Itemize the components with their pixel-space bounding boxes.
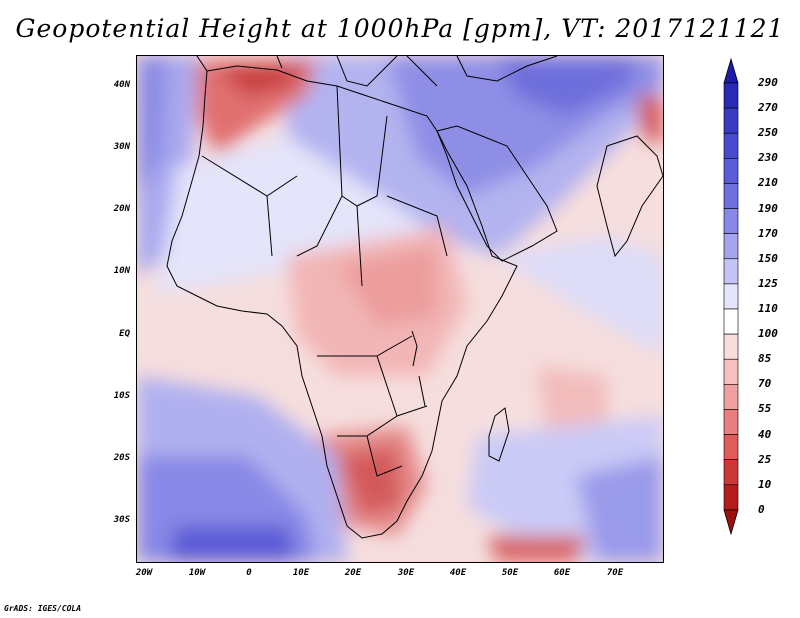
colorbar-swatch [723,208,739,234]
colorbar-label: 10 [758,477,772,491]
colorbar-label: 110 [758,302,778,315]
colorbar-swatch [723,308,739,335]
lon-label-50e: 50E [501,568,519,578]
lon-label-70e: 70E [606,568,624,578]
colorbar-swatch [723,158,739,184]
colorbar-swatch [723,233,739,260]
colorbar-swatch [723,409,739,435]
colorbar-label: 290 [758,76,778,89]
lon-label-30e: 30E [397,568,415,578]
colorbar-label: 85 [758,352,772,366]
colorbar-swatch [723,384,739,410]
lat-label-30n: 30N [113,142,130,152]
lat-label-20n: 20N [113,204,130,214]
colorbar-swatch [723,333,739,360]
colorbar-swatch [723,358,739,385]
coastline [166,56,663,539]
colorbar-swatch [723,258,739,285]
lon-label-60e: 60E [553,568,571,578]
colorbar-label: 270 [758,101,778,115]
lon-label-40e: 40E [449,568,467,578]
colorbar-swatch [723,107,739,134]
lon-label-0: 0 [246,568,252,578]
colorbar-label: 0 [758,502,765,516]
colorbar-label: 250 [758,126,778,140]
lon-label-10w: 10W [188,568,206,578]
colorbar-label: 190 [758,201,778,215]
colorbar-label: 70 [758,377,772,391]
colorbar-swatch [723,183,739,209]
colorbar-label: 100 [758,327,778,341]
colorbar-label: 210 [758,176,778,190]
colorbar-swatch [723,283,739,310]
lat-label-10s: 10S [113,391,130,401]
lat-label-20s: 20S [113,453,130,463]
lat-label-40n: 40N [113,80,130,90]
colorbar-label: 230 [758,151,778,165]
lat-label-10n: 10N [113,266,130,276]
map-panel [136,55,664,563]
colorbar-swatch [723,132,739,159]
colorbar-label: 125 [758,276,778,290]
colorbar-top-arrow [723,57,739,84]
colorbar-swatch [723,459,739,486]
colorbar-label: 170 [758,226,778,240]
lon-label-20e: 20E [344,568,362,578]
colorbar-label: 40 [758,427,772,441]
colorbar-swatch [723,434,739,460]
lat-label-30s: 30S [113,515,130,525]
colorbar-swatch [723,484,739,511]
chart-title: Geopotential Height at 1000hPa [gpm], VT… [15,14,785,43]
colorbar-swatch [723,82,739,109]
lon-label-10e: 10E [292,568,310,578]
colorbar-label: 55 [758,402,772,416]
colorbar-bottom-arrow [723,509,739,536]
geopotential-field [137,56,663,562]
colorbar-label: 25 [758,452,772,466]
credit-text: GrADS: IGES/COLA [4,604,82,613]
lon-label-20w: 20W [135,568,153,578]
colorbar-label: 150 [758,251,778,265]
lat-label-eq: EQ [119,329,130,339]
